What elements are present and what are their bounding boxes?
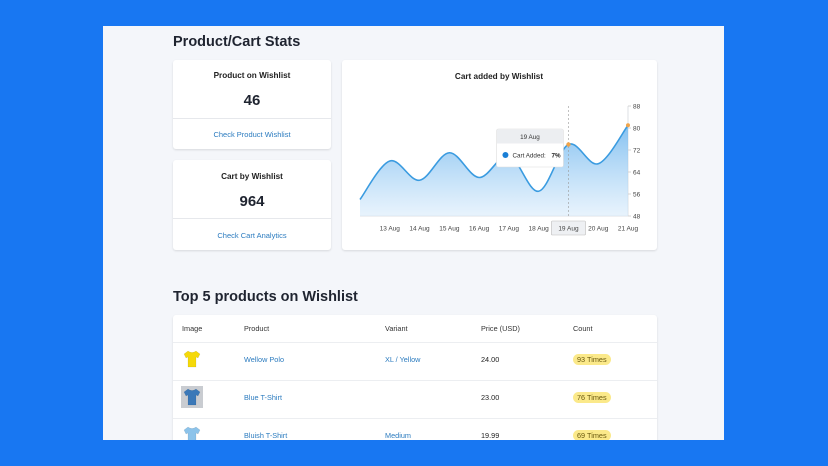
row-divider [173, 342, 657, 343]
hover-marker [566, 142, 571, 147]
column-header: Variant [385, 324, 408, 333]
area [360, 125, 628, 216]
column-header: Image [182, 324, 203, 333]
x-tick-label: 13 Aug [380, 226, 401, 233]
section-title: Top 5 products on Wishlist [173, 289, 358, 305]
table: Image Product Variant Price (USD) Count Wello… [173, 315, 657, 440]
x-tick-label: 18 Aug [529, 226, 550, 233]
tooltip-title: 19 Aug [520, 134, 540, 141]
x-tick-label: 19 Aug [558, 226, 579, 233]
tooltip-label: Cart Added: [512, 153, 546, 160]
product-image [183, 350, 201, 368]
tooltip-header [496, 129, 563, 144]
divider [173, 218, 331, 219]
line [359, 124, 629, 200]
x-tick-label: 15 Aug [439, 226, 460, 233]
y-tick-label: 64 [633, 170, 641, 177]
x-tick-label: 17 Aug [499, 226, 520, 233]
y-tick-label: 48 [633, 214, 641, 221]
count-badge: 76 Times [573, 392, 611, 403]
row-divider [173, 418, 657, 419]
column-header: Price (USD) [481, 324, 520, 333]
chart: Cart added by Wishlist 48 56 64 72 80 88 13 Au… [359, 72, 641, 236]
card-link[interactable]: Check Product Wishlist [213, 130, 291, 139]
y-tick-label: 88 [633, 104, 641, 111]
x-label-highlight [551, 220, 586, 236]
tooltip-swatch [502, 152, 509, 158]
card-title: Product on Wishlist [213, 71, 291, 80]
column-header: Count [573, 324, 593, 333]
variant-link[interactable]: Medium [385, 431, 411, 440]
product-link[interactable]: Wellow Polo [244, 355, 285, 364]
count-badge: 69 Times [573, 430, 611, 440]
card-link[interactable]: Check Cart Analytics [217, 231, 287, 240]
row-divider [173, 380, 657, 381]
product-image [181, 386, 203, 408]
y-tick-label: 72 [633, 148, 641, 155]
section-title: Product/Cart Stats [173, 34, 301, 50]
y-tick-label: 56 [633, 192, 641, 199]
variant-link[interactable]: XL / Yellow [385, 355, 421, 364]
panel: Product/Cart Stats Product on Wishlist 4… [103, 26, 724, 440]
product-link[interactable]: Bluish T-Shirt [244, 431, 288, 440]
product-link[interactable]: Blue T-Shirt [244, 393, 282, 402]
column-header: Product [244, 324, 270, 333]
y-tick-label: 80 [633, 126, 641, 133]
divider [173, 118, 331, 119]
image-cell [181, 386, 203, 410]
x-tick-label: 14 Aug [409, 226, 430, 233]
price: 24.00 [481, 355, 500, 364]
x-tick-label: 16 Aug [469, 226, 490, 233]
end-marker [626, 123, 630, 128]
count-badge: 93 Times [573, 354, 611, 365]
price: 23.00 [481, 393, 500, 402]
tooltip-value: 7% [551, 153, 561, 160]
image-cell [181, 348, 203, 372]
x-tick-label: 20 Aug [588, 226, 609, 233]
card-value: 46 [243, 92, 261, 109]
price: 19.99 [481, 431, 500, 440]
x-tick-label: 21 Aug [618, 226, 639, 233]
card-value: 964 [239, 193, 265, 210]
chart-title: Cart added by Wishlist [455, 72, 543, 81]
product-image [183, 426, 201, 440]
stat-card: Product on Wishlist 46 Check Product Wis… [173, 60, 331, 149]
chart-card: Cart added by Wishlist 48 56 64 72 80 88 13 Au… [342, 60, 657, 250]
stat-card: Cart by Wishlist 964 Check Cart Analytic… [173, 160, 331, 250]
card-title: Cart by Wishlist [221, 172, 283, 181]
image-cell [181, 424, 203, 440]
